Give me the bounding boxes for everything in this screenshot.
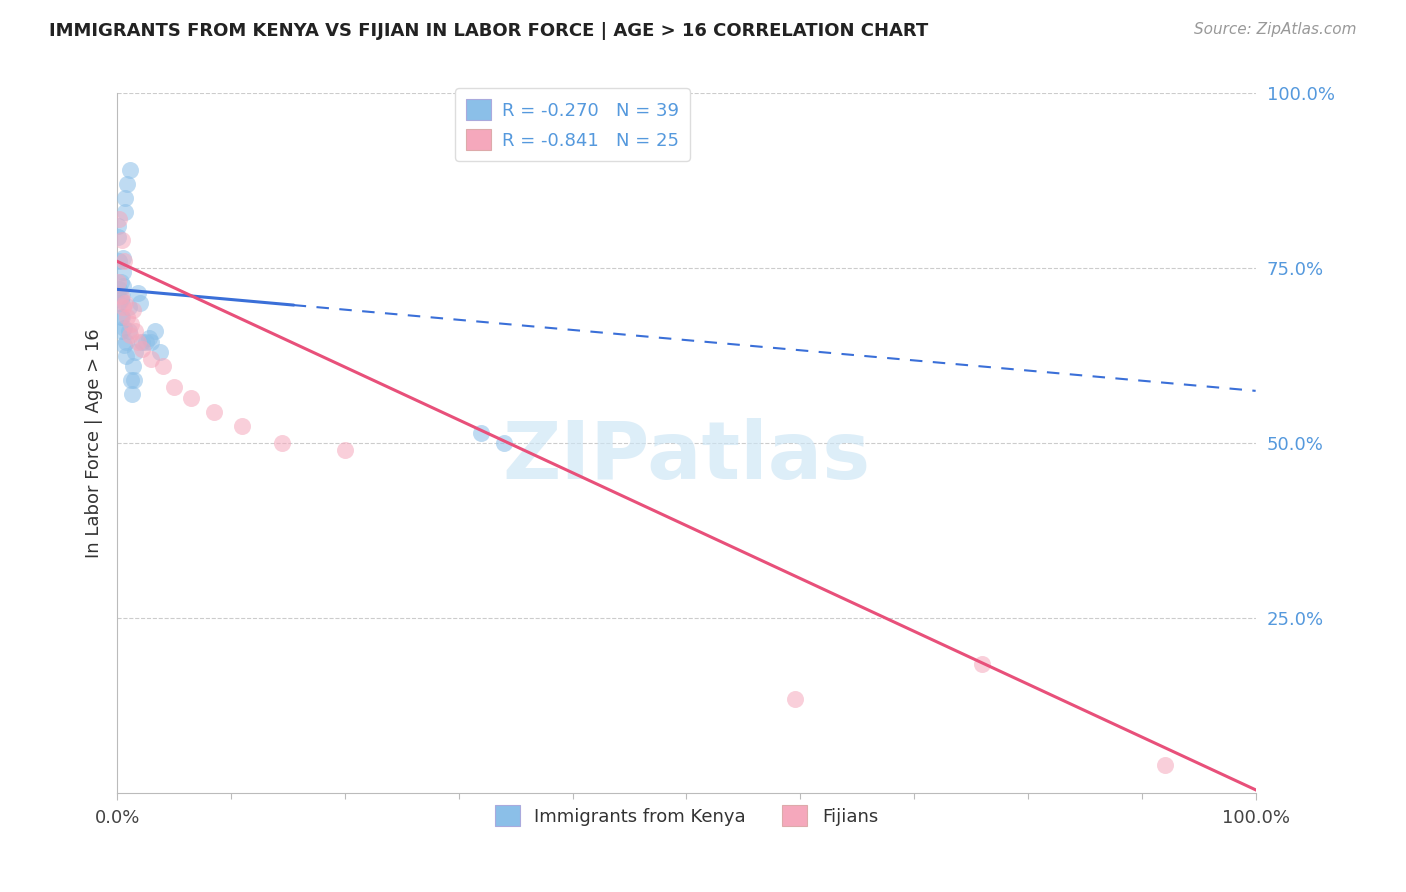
Point <box>115 349 138 363</box>
Point <box>117 300 139 314</box>
Point <box>117 310 139 325</box>
Point <box>152 359 174 374</box>
Legend: Immigrants from Kenya, Fijians: Immigrants from Kenya, Fijians <box>488 798 886 833</box>
Point <box>122 373 145 387</box>
Point <box>135 334 157 349</box>
Point <box>108 254 131 268</box>
Text: ZIPatlas: ZIPatlas <box>502 418 870 496</box>
Point <box>783 691 806 706</box>
Point <box>117 178 139 192</box>
Point <box>120 318 142 332</box>
Point <box>470 425 492 440</box>
Point <box>114 191 136 205</box>
Point <box>110 293 132 307</box>
Point <box>112 254 135 268</box>
Point <box>110 289 132 303</box>
Point <box>111 310 134 325</box>
Point <box>117 324 139 338</box>
Point <box>131 342 153 356</box>
Point <box>107 230 129 244</box>
Point <box>111 289 134 303</box>
Point <box>149 345 172 359</box>
Text: IMMIGRANTS FROM KENYA VS FIJIAN IN LABOR FORCE | AGE > 16 CORRELATION CHART: IMMIGRANTS FROM KENYA VS FIJIAN IN LABOR… <box>49 22 928 40</box>
Point <box>108 212 131 227</box>
Point <box>141 334 163 349</box>
Point <box>972 657 994 671</box>
Point <box>127 285 149 300</box>
Point <box>110 276 132 290</box>
Point <box>114 205 136 219</box>
Point <box>131 334 153 349</box>
Point <box>122 303 145 318</box>
Point <box>143 324 166 338</box>
Point <box>112 338 135 352</box>
Y-axis label: In Labor Force | Age > 16: In Labor Force | Age > 16 <box>86 328 103 558</box>
Point <box>111 233 134 247</box>
Point <box>231 418 253 433</box>
Point <box>138 331 160 345</box>
Point <box>107 219 129 234</box>
Point <box>124 324 146 338</box>
Point <box>122 359 145 374</box>
Point <box>107 276 129 290</box>
Point <box>180 391 202 405</box>
Point <box>111 324 134 338</box>
Point <box>271 436 294 450</box>
Point <box>494 436 516 450</box>
Point <box>118 163 141 178</box>
Point <box>120 373 142 387</box>
Point <box>111 278 134 293</box>
Point <box>163 380 186 394</box>
Point <box>111 300 134 314</box>
Point <box>108 282 131 296</box>
Point <box>121 387 143 401</box>
Point <box>118 327 141 342</box>
Point <box>115 334 138 349</box>
Point <box>127 334 149 349</box>
Point <box>110 310 132 325</box>
Point <box>1153 758 1175 772</box>
Point <box>111 265 134 279</box>
Point <box>129 296 152 310</box>
Point <box>202 405 225 419</box>
Point <box>124 345 146 359</box>
Point <box>112 321 135 335</box>
Point <box>111 251 134 265</box>
Point <box>114 296 136 310</box>
Point <box>333 443 356 458</box>
Point <box>141 352 163 367</box>
Text: Source: ZipAtlas.com: Source: ZipAtlas.com <box>1194 22 1357 37</box>
Point <box>108 296 131 310</box>
